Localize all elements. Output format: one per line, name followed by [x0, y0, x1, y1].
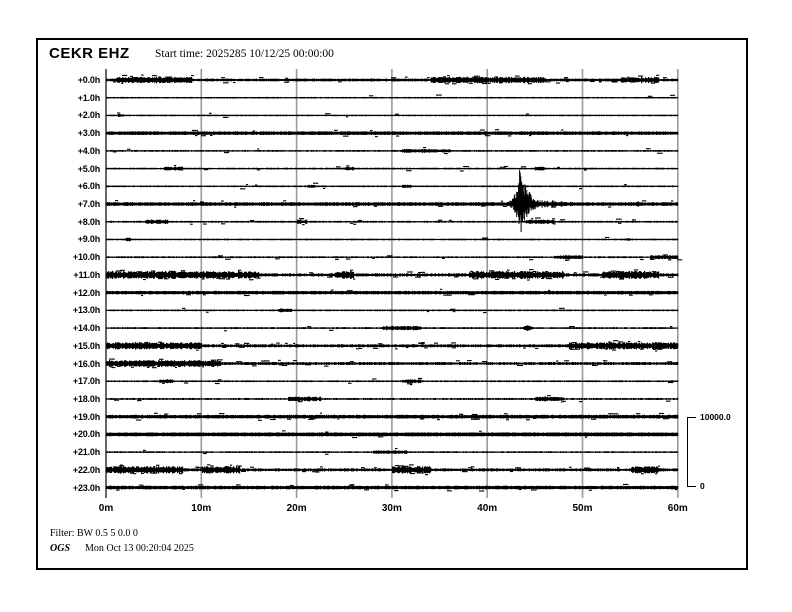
- scale-bar-max-label: 10000.0: [700, 412, 731, 422]
- minute-label-6: 60m: [667, 503, 688, 514]
- start-time-label: Start time: 2025285 10/12/25 00:00:00: [155, 48, 334, 60]
- hour-label-17: +17.0h: [72, 376, 100, 387]
- minute-label-0: 0m: [98, 503, 114, 514]
- hour-label-22: +22.0h: [72, 464, 100, 475]
- credit-line: OGS Mon Oct 13 00:20:04 2025: [50, 543, 194, 554]
- station-title: CEKR EHZ: [49, 45, 130, 62]
- hour-label-11: +11.0h: [73, 269, 100, 280]
- hour-label-15: +15.0h: [72, 340, 100, 351]
- render-timestamp: Mon Oct 13 00:20:04 2025: [85, 543, 194, 554]
- minute-label-3: 30m: [381, 503, 402, 514]
- hour-label-21: +21.0h: [72, 447, 100, 458]
- hour-label-9: +9.0h: [77, 234, 100, 245]
- agency-label: OGS: [50, 543, 71, 554]
- hour-label-4: +4.0h: [77, 145, 100, 156]
- hour-label-16: +16.0h: [72, 358, 100, 369]
- hour-label-12: +12.0h: [72, 287, 100, 298]
- hour-label-0: +0.0h: [77, 75, 100, 85]
- hour-label-1: +1.0h: [77, 92, 100, 103]
- hour-label-19: +19.0h: [72, 411, 100, 422]
- hour-label-8: +8.0h: [77, 216, 100, 227]
- hour-label-6: +6.0h: [77, 181, 100, 192]
- hour-label-3: +3.0h: [77, 128, 100, 139]
- hour-label-23: +23.0h: [72, 482, 100, 493]
- hour-label-14: +14.0h: [72, 323, 100, 334]
- filter-label: Filter: BW 0.5 5 0.0 0: [50, 528, 138, 539]
- scale-bar-min-label: 0: [700, 481, 705, 491]
- minute-label-4: 40m: [477, 503, 498, 514]
- minute-label-2: 20m: [286, 503, 307, 514]
- hour-label-2: +2.0h: [77, 110, 100, 121]
- hour-label-7: +7.0h: [77, 199, 100, 210]
- hour-label-20: +20.0h: [72, 429, 100, 440]
- hour-label-13: +13.0h: [72, 305, 100, 316]
- minute-label-1: 10m: [191, 503, 212, 514]
- hour-label-10: +10.0h: [72, 252, 100, 263]
- minute-label-5: 50m: [572, 503, 593, 514]
- hour-label-5: +5.0h: [77, 163, 100, 174]
- hour-label-18: +18.0h: [72, 393, 100, 404]
